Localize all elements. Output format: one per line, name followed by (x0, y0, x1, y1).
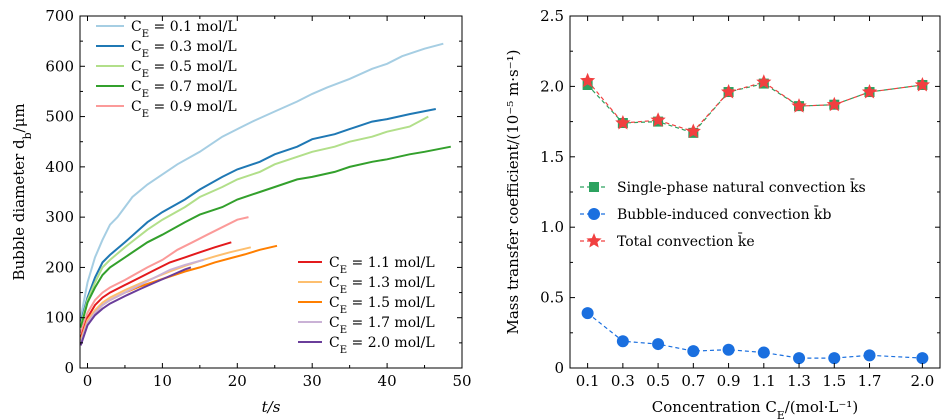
data-point-circle (581, 307, 594, 320)
x-axis-label: Concentration CE/(mol·L⁻¹) (652, 398, 858, 419)
data-point-circle (793, 352, 806, 365)
series-line-0 (587, 82, 923, 134)
data-point-star (721, 84, 737, 99)
legend-label: Bubble-induced convection k̄b (617, 205, 832, 223)
series-line-4 (79, 216, 249, 334)
data-point-star (914, 77, 930, 92)
bubble-diameter-chart: 0 10 20 30 40 500100200300400500600700t/sBubb… (10, 7, 472, 416)
x-tick-label: 0.7 (681, 372, 705, 390)
data-point-circle (828, 352, 841, 365)
series-line-5 (79, 241, 232, 339)
data-point-star (685, 123, 701, 138)
y-tick-label: 0.5 (540, 289, 564, 307)
data-point-star (650, 112, 666, 127)
y-tick-label: 500 (45, 108, 74, 126)
series-line-2 (587, 80, 923, 133)
legend-label: CE = 1.7 mol/L (329, 315, 435, 336)
legend-label: CE = 0.9 mol/L (131, 99, 237, 120)
x-tick-label: 0 (83, 372, 93, 390)
x-tick-label: 1.3 (787, 372, 811, 390)
series-line-1 (587, 312, 923, 359)
legend-label: CE = 1.3 mol/L (329, 275, 435, 296)
data-point-circle (687, 345, 700, 358)
x-tick-label: 0.3 (611, 372, 635, 390)
data-point-circle (652, 338, 665, 351)
x-tick-label: 1.1 (752, 372, 776, 390)
series-line-2 (79, 115, 429, 326)
legend-label: Total convection k̄e (617, 232, 755, 250)
x-tick-label: 20 (228, 372, 247, 390)
data-point-star (826, 96, 842, 112)
legend-label: CE = 0.1 mol/L (131, 19, 237, 40)
legend-label: CE = 1.1 mol/L (329, 255, 435, 276)
y-tick-label: 400 (45, 158, 74, 176)
data-point-star (791, 98, 807, 113)
y-tick-label: 1.5 (540, 148, 564, 166)
y-tick-label: 100 (45, 309, 74, 327)
y-tick-label: 700 (45, 7, 74, 25)
data-point-circle (722, 343, 735, 356)
y-tick-label: 200 (45, 258, 74, 276)
data-point-circle (616, 335, 629, 348)
x-tick-label: 0.9 (717, 372, 741, 390)
y-tick-label: 0 (554, 359, 564, 377)
y-tick-label: 2.0 (540, 77, 564, 95)
data-point-circle (757, 346, 770, 359)
data-point-star (756, 74, 772, 89)
x-axis-label: t/s (262, 398, 281, 416)
x-tick-label: 1.5 (822, 372, 846, 390)
y-tick-label: 300 (45, 208, 74, 226)
legend-label: CE = 0.7 mol/L (131, 79, 237, 100)
series-line-6 (79, 246, 252, 341)
data-point-star (615, 115, 631, 130)
y-tick-label: 1.0 (540, 218, 564, 236)
x-tick-label: 1.7 (858, 372, 882, 390)
legend-label: CE = 0.3 mol/L (131, 39, 237, 60)
legend-marker (588, 208, 600, 220)
data-point-circle (863, 349, 876, 362)
series-line-9 (79, 266, 192, 346)
x-tick-label: 30 (303, 372, 322, 390)
series-line-1 (79, 108, 436, 323)
data-point-circle (916, 352, 929, 365)
legend-label: Single-phase natural convection k̄s (617, 178, 866, 196)
series-line-0 (79, 42, 444, 318)
x-tick-label: 50 (452, 372, 471, 390)
data-point-square (582, 79, 593, 90)
x-tick-label: 10 (153, 372, 172, 390)
y-axis-label: Bubble diameter db/μm (10, 103, 34, 280)
x-tick-label: 2.0 (910, 372, 934, 390)
legend-label: CE = 2.0 mol/L (329, 335, 435, 356)
series-line-8 (79, 258, 204, 344)
series-line-3 (79, 145, 451, 329)
y-tick-label: 0 (64, 359, 74, 377)
legend-marker (586, 233, 602, 248)
mass-transfer-chart: 0.1 0.3 0.5 0.7 0.9 1.1 1.3 1.5 1.7 2.0 0 0.5 1.0 1.5… (504, 7, 941, 419)
x-tick-label: 40 (378, 372, 397, 390)
x-tick-label: 0.5 (646, 372, 670, 390)
y-tick-label: 2.5 (540, 7, 564, 25)
legend-label: CE = 1.5 mol/L (329, 295, 435, 316)
legend-label: CE = 0.5 mol/L (131, 59, 237, 80)
legend-marker (589, 182, 599, 192)
x-tick-label: 0.1 (576, 372, 600, 390)
data-point-star (861, 84, 878, 99)
y-tick-label: 600 (45, 57, 74, 75)
y-axis-label: Mass transfer coefficient/(10⁻⁵ m·s⁻¹) (504, 49, 522, 334)
data-point-star (580, 72, 596, 88)
